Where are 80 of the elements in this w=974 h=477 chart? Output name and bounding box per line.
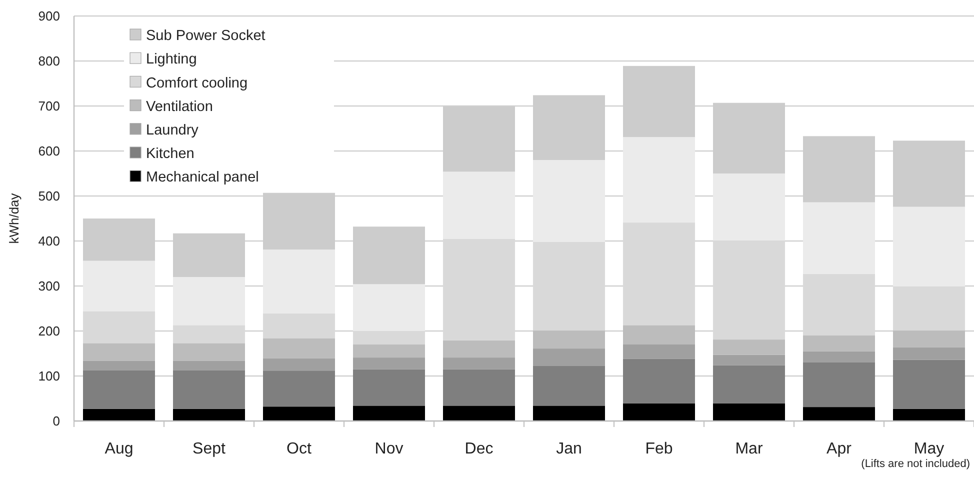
y-tick-label: 400 — [38, 234, 60, 249]
x-tick-label: Jan — [556, 440, 582, 458]
bar — [353, 284, 425, 331]
bar — [83, 370, 155, 409]
legend-label: Lighting — [146, 52, 197, 68]
y-tick-label: 600 — [38, 144, 60, 159]
bar — [83, 360, 155, 370]
text: (Lifts are not included) — [861, 458, 970, 470]
bar — [443, 358, 515, 370]
bar — [803, 202, 875, 274]
bar — [803, 351, 875, 362]
bar — [803, 407, 875, 421]
bar — [713, 340, 785, 355]
y-tick-label: 200 — [38, 324, 60, 339]
bar — [713, 365, 785, 404]
bar — [443, 340, 515, 358]
bar — [893, 286, 965, 331]
bar — [173, 343, 245, 361]
y-tick-label: 800 — [38, 54, 60, 69]
x-tick-label: Sept — [192, 440, 226, 458]
bar — [623, 344, 695, 359]
bar — [263, 358, 335, 371]
bar — [353, 344, 425, 358]
bar — [443, 172, 515, 239]
bar — [623, 325, 695, 344]
x-tick-label: May — [914, 440, 944, 458]
x-tick-label: Feb — [645, 440, 673, 458]
bar — [173, 370, 245, 409]
bar — [533, 406, 605, 421]
bar — [893, 360, 965, 409]
x-tick-label: Nov — [374, 440, 404, 458]
bar — [623, 358, 695, 404]
bar — [83, 408, 155, 421]
bar — [443, 369, 515, 406]
bar — [893, 206, 965, 286]
legend-label: Kitchen — [146, 146, 194, 162]
x-tick-label: Aug — [104, 440, 134, 458]
legend-label: Laundry — [146, 122, 200, 138]
bar — [893, 408, 965, 421]
bar — [353, 358, 425, 370]
bar — [173, 408, 245, 421]
bar — [443, 406, 515, 421]
bar — [533, 160, 605, 242]
legend-label: Sub Power Socket — [146, 28, 266, 44]
x-tick-label: Dec — [464, 440, 494, 458]
y-tick-label: 300 — [38, 278, 60, 294]
bar — [173, 277, 245, 326]
bar — [263, 338, 335, 358]
bar — [533, 366, 605, 406]
bar — [893, 347, 965, 360]
bar — [263, 406, 335, 421]
y-tick-label: 100 — [38, 368, 60, 384]
bar — [173, 360, 245, 370]
bar — [533, 348, 605, 366]
bar — [893, 330, 965, 348]
bar — [713, 403, 785, 421]
bar — [803, 336, 875, 352]
bar — [83, 260, 155, 312]
y-tick-label: 700 — [38, 98, 60, 114]
y-tick-label: 500 — [38, 188, 60, 204]
bar — [713, 174, 785, 241]
bar — [83, 343, 155, 361]
bar — [353, 406, 425, 421]
x-tick-label: Apr — [826, 440, 852, 458]
x-tick-label: Oct — [286, 440, 312, 458]
bar — [623, 137, 695, 223]
bar — [353, 369, 425, 406]
bar — [263, 250, 335, 314]
legend-label: Mechanical panel — [146, 170, 259, 186]
bar — [623, 403, 695, 421]
bar — [533, 330, 605, 349]
bar — [263, 370, 335, 407]
legend-label: Comfort cooling — [146, 75, 248, 92]
y-axis-title: kWh/day — [6, 192, 22, 244]
y-tick-label: 0 — [52, 414, 60, 429]
x-tick-label: Mar — [735, 440, 764, 458]
bar — [803, 362, 875, 408]
legend-label: Ventilation — [146, 98, 213, 115]
y-tick-label: 900 — [38, 8, 60, 24]
bar — [713, 354, 785, 366]
